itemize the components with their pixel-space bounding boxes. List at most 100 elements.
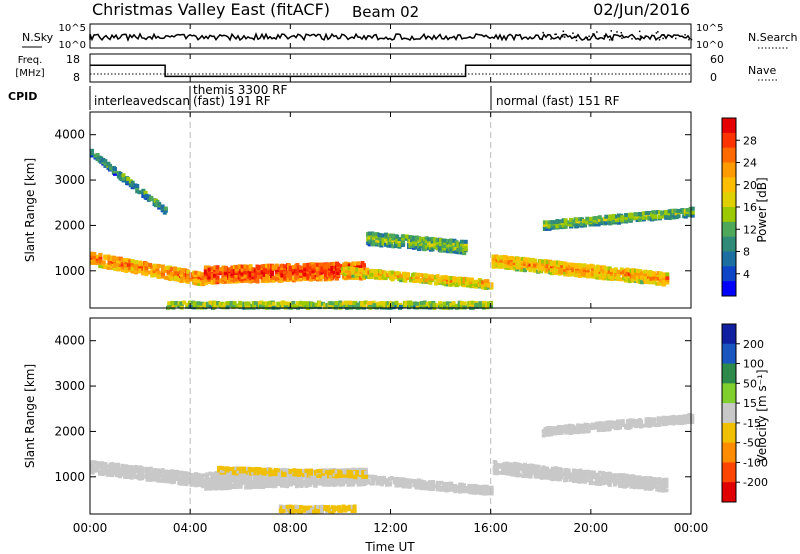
range-cell [595, 273, 600, 278]
range-cell [222, 475, 227, 480]
range-cell [640, 271, 645, 276]
range-cell [271, 266, 276, 271]
range-cell [438, 237, 443, 242]
range-cell [312, 509, 317, 514]
range-cell [137, 190, 142, 195]
range-cell [582, 219, 587, 224]
range-cell [424, 241, 429, 246]
range-cell [268, 483, 273, 488]
range-cell [336, 267, 341, 272]
range-cell [635, 212, 640, 217]
range-cell [244, 477, 249, 482]
range-cell [585, 216, 590, 221]
range-cell [177, 481, 182, 486]
range-cell [417, 247, 422, 252]
range-cell [655, 485, 660, 490]
range-cell [234, 471, 239, 476]
range-cell [637, 479, 642, 484]
range-cell [600, 424, 605, 429]
range-cell [251, 275, 256, 280]
range-cell [541, 267, 546, 272]
range-cell [182, 300, 187, 305]
range-cell [175, 475, 180, 480]
range-cell [522, 469, 527, 474]
range-cell [248, 279, 253, 284]
range-cell [228, 480, 233, 485]
range-cell [107, 263, 112, 268]
range-cell [613, 275, 618, 280]
range-cell [364, 474, 369, 479]
range-cell [504, 255, 509, 260]
range-cell [309, 475, 314, 480]
range-cell [197, 271, 202, 276]
range-cell [502, 462, 507, 467]
range-cell [100, 469, 105, 474]
range-cell [298, 265, 303, 270]
range-cell [236, 466, 241, 471]
range-cell [330, 264, 335, 269]
range-cell [258, 474, 263, 479]
range-cell [595, 475, 600, 480]
range-cell [405, 276, 410, 281]
range-cell [241, 477, 246, 482]
range-cell [381, 239, 386, 244]
range-cell [452, 280, 457, 285]
range-cell [375, 238, 380, 243]
range-cell [424, 236, 429, 241]
range-cell [641, 215, 646, 220]
range-cell [173, 270, 178, 275]
range-cell [576, 423, 581, 428]
range-cell [449, 481, 454, 486]
range-cell [502, 257, 507, 262]
range-cell [201, 478, 206, 483]
range-cell [240, 271, 245, 276]
range-cell [499, 255, 504, 260]
x-tick-label: 08:00 [273, 521, 308, 535]
range-cell [219, 269, 224, 274]
range-cell [664, 214, 669, 219]
range-cell [458, 278, 463, 283]
range-cell [462, 276, 467, 281]
range-cell [92, 460, 97, 465]
range-cell [412, 279, 417, 284]
range-cell [216, 300, 221, 305]
range-cell [280, 263, 285, 268]
range-cell [649, 271, 654, 276]
range-cell [404, 300, 409, 305]
range-cell [496, 256, 501, 261]
range-cell [453, 484, 458, 489]
range-cell [545, 466, 550, 471]
range-cell [607, 473, 612, 478]
y-tick-label: 3000 [54, 379, 85, 393]
range-cell [574, 269, 579, 274]
range-cell [306, 272, 311, 277]
frequency-trace [90, 64, 691, 78]
nsearch-point [621, 37, 623, 40]
range-cell [112, 471, 117, 476]
range-cell [634, 479, 639, 484]
range-cell [325, 505, 330, 510]
range-cell [384, 242, 389, 247]
range-cell [506, 471, 511, 476]
range-cell [424, 481, 429, 486]
range-cell [222, 481, 227, 486]
range-cell [201, 484, 206, 489]
range-cell [569, 220, 574, 225]
date-label: 02/Jun/2016 [593, 0, 690, 19]
range-cell [559, 471, 564, 476]
range-cell [630, 423, 635, 428]
range-cell [542, 226, 547, 231]
range-cell [248, 485, 253, 490]
velocity-cbar-label: Velocity [m s⁻¹] [755, 369, 769, 462]
range-cell [277, 470, 282, 475]
range-cell [355, 302, 360, 307]
range-cell [551, 466, 556, 471]
range-cell [262, 268, 267, 273]
range-cell [510, 468, 515, 473]
range-cell [179, 305, 184, 310]
range-cell [610, 420, 615, 425]
range-cell [268, 476, 273, 481]
range-cell [186, 278, 191, 283]
range-cell [243, 267, 248, 272]
